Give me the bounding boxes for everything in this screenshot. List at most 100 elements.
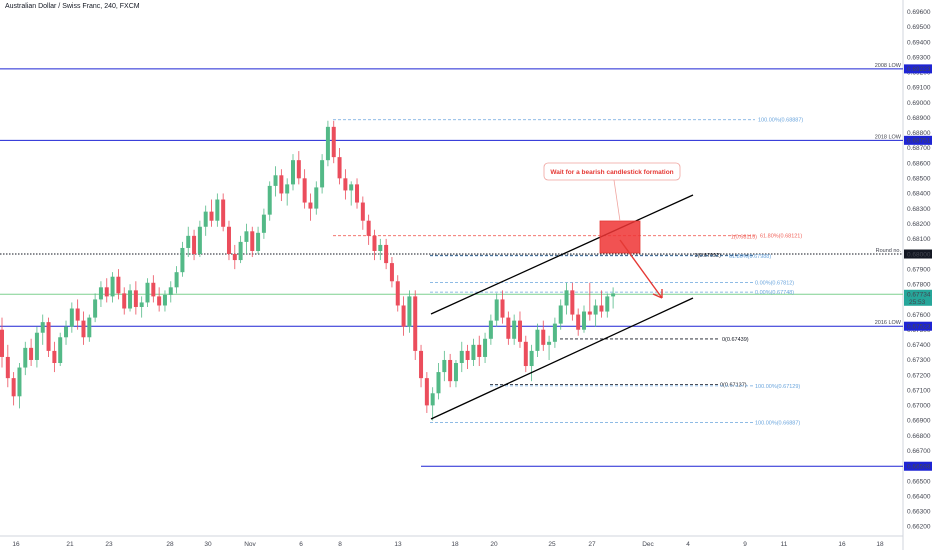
candle-body (541, 329, 546, 345)
channel-upper-trendline (430, 194, 694, 315)
candle-body (93, 299, 98, 318)
candle-body (267, 185, 272, 215)
candle-body (29, 347, 34, 360)
x-tick-label: 16 (12, 541, 20, 548)
candle-body (104, 287, 109, 297)
candle-body (483, 338, 488, 357)
annotation-box (543, 162, 681, 181)
candle-body (337, 157, 342, 179)
candle-body (250, 231, 255, 251)
candle-body (0, 329, 4, 357)
candle-body (168, 287, 173, 295)
x-tick-label: 18 (451, 541, 459, 548)
annotation-pointer (613, 179, 621, 222)
level-2008-low-label: 2008 LOW (875, 63, 902, 69)
fib-level-label: 100.00%(0.68887) (758, 118, 803, 124)
candle-body (46, 322, 51, 351)
candle-body (17, 367, 22, 397)
channel-lower-trendline (430, 297, 694, 420)
level-2016-low-price-tag (904, 321, 932, 331)
y-tick-label: 0.69400 (907, 39, 931, 46)
candle-body (87, 317, 92, 338)
candle-body (448, 359, 453, 382)
candle-body (343, 178, 348, 191)
candle-body (11, 378, 16, 397)
candle-body (547, 341, 552, 345)
y-tick-label: 0.66300 (907, 509, 931, 516)
candle-body (611, 293, 616, 297)
candle-body (314, 187, 319, 209)
candle-body (372, 235, 377, 251)
candle-body (471, 344, 476, 360)
candle-body (395, 281, 400, 306)
candle-body (52, 350, 57, 364)
x-tick-label: 21 (66, 541, 74, 548)
x-tick-label: 20 (490, 541, 498, 548)
level-2016-low-label: 2016 LOW (875, 320, 902, 326)
y-tick-label: 0.66800 (907, 433, 931, 440)
candle-body (320, 160, 325, 188)
candle-body (599, 305, 604, 312)
y-tick-label: 0.68200 (907, 221, 931, 228)
candle-body (570, 290, 575, 315)
candle-body (302, 178, 307, 203)
candle-body (413, 296, 418, 351)
candle-body (192, 235, 197, 255)
candle-body (389, 263, 394, 282)
candle-body (162, 294, 167, 306)
y-tick-label: 0.66400 (907, 493, 931, 500)
candle-body (465, 350, 470, 360)
y-tick-label: 0.68700 (907, 145, 931, 152)
y-tick-label: 0.68600 (907, 160, 931, 167)
level-2008-low-price-tag (904, 64, 932, 74)
candle-body (517, 320, 522, 342)
x-tick-label: 23 (105, 541, 113, 548)
candle-body (98, 287, 103, 300)
candle-body (349, 184, 354, 191)
candle-body (506, 317, 511, 339)
candle-body (128, 290, 133, 309)
y-tick-label: 0.67600 (907, 312, 931, 319)
x-tick-label: 11 (781, 541, 788, 548)
fib-level-label: 100.00%(0.66887) (755, 420, 800, 426)
candle-body (197, 226, 202, 255)
y-tick-label: 0.67200 (907, 372, 931, 379)
candle-body (81, 320, 86, 338)
candle-body (308, 202, 313, 209)
y-tick-label: 0.68100 (907, 236, 931, 243)
level-2018-low-label: 2018 LOW (875, 134, 902, 140)
candle-body (157, 296, 162, 306)
candle-body (133, 290, 138, 307)
candle-body (384, 244, 389, 264)
candle-body (558, 305, 563, 324)
y-tick-label: 0.69100 (907, 85, 931, 92)
y-tick-label: 0.66700 (907, 448, 931, 455)
projection-arrow-line (619, 239, 663, 299)
y-tick-label: 0.67800 (907, 281, 931, 288)
candle-body (273, 175, 278, 186)
candle-body (110, 276, 115, 297)
candle-body (378, 244, 383, 251)
level-2018-low-price-text: 0.68751 (907, 138, 931, 145)
fib-level-label: 61.80%(0.68121) (760, 234, 802, 240)
level-2018-low-price-tag (904, 135, 932, 145)
candle-body (5, 356, 10, 379)
candle-body (279, 175, 284, 194)
level-lower-support-price-tag (904, 461, 932, 471)
x-tick-label: 27 (588, 541, 596, 548)
candle-body (355, 184, 360, 203)
projection-arrowhead (652, 289, 663, 299)
candle-body (564, 290, 569, 306)
y-tick-label: 0.68300 (907, 206, 931, 213)
candle-body (582, 311, 586, 330)
y-tick-label: 0.68500 (907, 176, 931, 183)
x-tick-label: 16 (838, 541, 846, 548)
x-tick-label: 28 (166, 541, 174, 548)
candle-body (488, 320, 493, 339)
candle-body (407, 296, 412, 327)
x-tick-label: 25 (548, 541, 556, 548)
candle-body (442, 359, 447, 373)
fib-level-label: 61.80%(0.67988) (729, 254, 771, 260)
candle-body (593, 305, 598, 315)
